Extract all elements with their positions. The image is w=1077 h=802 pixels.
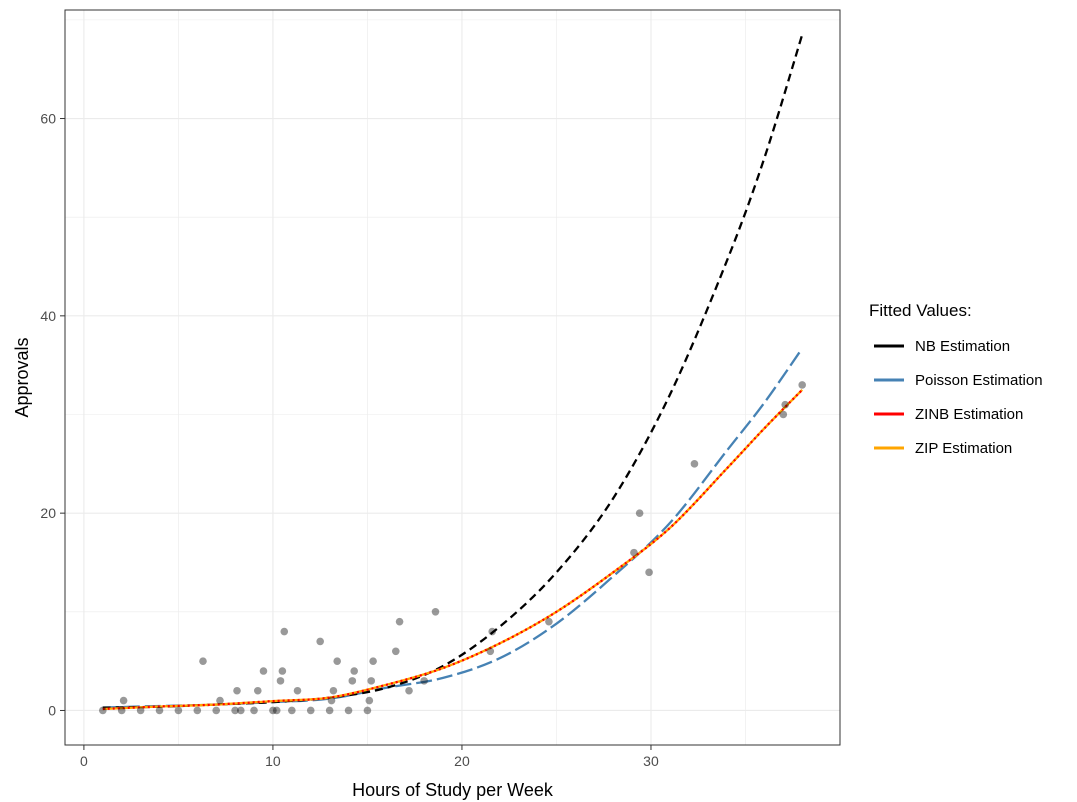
data-point bbox=[254, 686, 262, 695]
data-point bbox=[344, 706, 353, 715]
x-tick-label: 0 bbox=[80, 753, 88, 769]
data-point bbox=[486, 647, 495, 656]
data-point bbox=[635, 509, 644, 517]
data-point bbox=[645, 568, 653, 577]
data-point bbox=[269, 706, 277, 715]
data-point bbox=[333, 657, 341, 665]
data-point bbox=[236, 706, 245, 715]
x-axis-title: Hours of Study per Week bbox=[352, 780, 554, 800]
y-tick-label: 40 bbox=[40, 308, 56, 324]
axis-ticks: 0 10 20 30 0 20 40 60 bbox=[40, 111, 659, 769]
legend-label-nb-estimation: NB Estimation bbox=[915, 338, 1010, 355]
data-point bbox=[278, 667, 287, 675]
data-point bbox=[316, 637, 324, 646]
data-point bbox=[781, 400, 789, 409]
data-point bbox=[259, 667, 268, 675]
data-point bbox=[231, 706, 239, 715]
data-point bbox=[276, 677, 285, 685]
data-point bbox=[193, 706, 202, 715]
data-point bbox=[405, 686, 413, 695]
data-point bbox=[367, 677, 376, 685]
observed-points bbox=[99, 381, 806, 715]
data-point bbox=[348, 677, 357, 685]
data-point bbox=[779, 410, 788, 419]
data-point bbox=[363, 706, 372, 715]
data-point bbox=[117, 706, 126, 715]
data-point bbox=[431, 608, 440, 616]
data-point bbox=[119, 696, 128, 705]
grid bbox=[65, 10, 841, 745]
fitted-lines bbox=[102, 34, 804, 711]
y-tick-label: 60 bbox=[40, 111, 56, 127]
data-point bbox=[199, 657, 207, 665]
legend: Fitted Values: NB Estimation Poisson Esti… bbox=[869, 301, 1043, 457]
data-point bbox=[293, 686, 302, 695]
zip-estimation-line bbox=[102, 389, 804, 711]
data-point bbox=[288, 706, 296, 715]
data-point bbox=[216, 696, 224, 705]
data-point bbox=[369, 657, 377, 665]
data-point bbox=[350, 667, 359, 675]
data-point bbox=[488, 627, 496, 636]
data-point bbox=[798, 381, 806, 389]
panel-border bbox=[64, 9, 841, 746]
legend-label-zinb-estimation: ZINB Estimation bbox=[915, 406, 1023, 423]
nb-estimation-line bbox=[102, 34, 804, 709]
data-point bbox=[250, 706, 258, 715]
data-point bbox=[395, 617, 404, 626]
data-point bbox=[233, 686, 241, 695]
legend-title: Fitted Values: bbox=[869, 301, 972, 320]
data-point bbox=[420, 677, 428, 685]
data-point bbox=[630, 548, 638, 557]
data-point bbox=[325, 706, 334, 715]
data-point bbox=[306, 706, 315, 715]
y-tick-label: 0 bbox=[48, 702, 56, 718]
y-tick-label: 20 bbox=[40, 505, 56, 521]
data-point bbox=[212, 706, 221, 715]
x-tick-label: 10 bbox=[265, 753, 281, 769]
x-tick-label: 20 bbox=[454, 753, 470, 769]
data-point bbox=[155, 706, 164, 715]
x-tick-label: 30 bbox=[643, 753, 659, 769]
legend-label-zip-estimation: ZIP Estimation bbox=[915, 440, 1012, 457]
data-point bbox=[329, 686, 338, 695]
data-point bbox=[690, 460, 699, 468]
data-point bbox=[545, 617, 553, 626]
data-point bbox=[136, 706, 145, 715]
data-point bbox=[391, 647, 400, 656]
data-point bbox=[327, 696, 336, 705]
data-point bbox=[174, 706, 183, 715]
data-point bbox=[272, 706, 281, 715]
data-point bbox=[365, 696, 374, 705]
poisson-estimation-line bbox=[102, 347, 804, 709]
data-point bbox=[280, 627, 289, 636]
data-point bbox=[99, 706, 107, 715]
y-axis-title: Approvals bbox=[12, 337, 32, 417]
legend-label-poisson-estimation: Poisson Estimation bbox=[915, 372, 1043, 389]
